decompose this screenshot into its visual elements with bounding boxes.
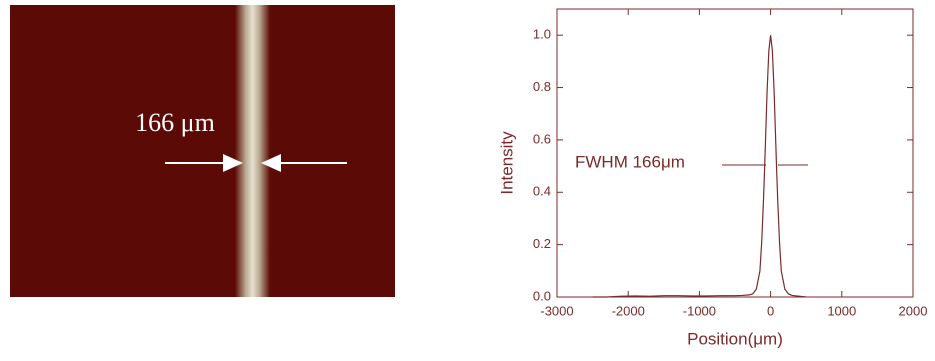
y-tick-label: 0.6 — [533, 131, 551, 146]
beam-width-label: 166 μm — [135, 108, 215, 137]
y-tick-label: 0.2 — [533, 236, 551, 251]
y-axis-label: Intensity — [497, 131, 516, 195]
x-tick-label: 2000 — [899, 303, 928, 318]
y-tick-label: 1.0 — [533, 27, 551, 42]
x-tick-label: 1000 — [827, 303, 856, 318]
x-tick-label: -1000 — [683, 303, 716, 318]
x-tick-label: -2000 — [612, 303, 645, 318]
figure: 166 μm 0.0 0.2 0.4 0.6 0.8 1.0 -3000 -2000 -1000… — [0, 0, 935, 356]
x-tick-label: -3000 — [540, 303, 573, 318]
beam-image — [10, 5, 395, 297]
x-axis-label: Position(μm) — [687, 329, 783, 348]
x-tick-label: 0 — [767, 303, 774, 318]
y-tick-label: 0.0 — [533, 288, 551, 303]
beam-stripe — [235, 5, 270, 297]
page: {"image": {"label": "166 μm"}, "chart_da… — [0, 0, 935, 356]
y-tick-label: 0.8 — [533, 79, 551, 94]
annotation: FWHM 166μm — [575, 152, 685, 171]
y-tick-label: 0.4 — [533, 184, 551, 199]
